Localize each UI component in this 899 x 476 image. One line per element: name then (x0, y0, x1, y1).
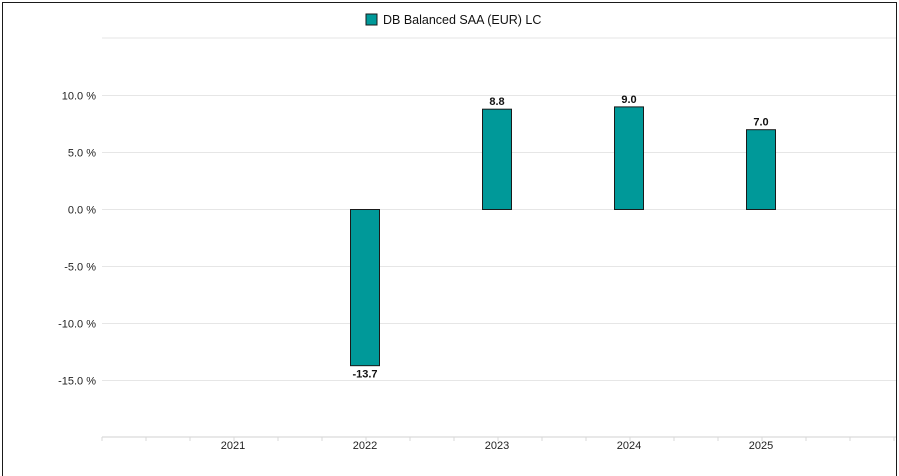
legend-swatch (365, 13, 378, 26)
x-tick-label: 2023 (485, 440, 509, 452)
data-label-2022: -13.7 (352, 369, 377, 381)
legend-label: DB Balanced SAA (EUR) LC (383, 13, 541, 27)
data-label-2025: 7.0 (753, 117, 768, 129)
bar-2024[interactable] (614, 106, 644, 210)
y-tick-label: 5.0 % (68, 148, 96, 160)
y-tick-label: -5.0 % (64, 262, 96, 274)
x-tick-label: 2022 (353, 440, 377, 452)
y-tick-label: 0.0 % (68, 205, 96, 217)
data-label-2024: 9.0 (621, 94, 636, 106)
bar-2022[interactable] (350, 209, 380, 367)
legend[interactable]: DB Balanced SAA (EUR) LC (365, 13, 541, 27)
bar-series: -13.7 8.8 9.0 7.0 (350, 94, 776, 381)
y-tick-label: 10.0 % (62, 91, 96, 103)
y-axis-ticks: 10.0 % 5.0 % 0.0 % -5.0 % -10.0 % -15.0 % (58, 91, 96, 388)
x-axis: 2021 2022 2023 2024 2025 (101, 436, 896, 452)
bar-2025[interactable] (746, 129, 776, 210)
bar-2023[interactable] (482, 108, 512, 210)
x-tick-label: 2021 (221, 440, 245, 452)
x-tick-label: 2024 (617, 440, 641, 452)
x-tick-label: 2025 (749, 440, 773, 452)
y-tick-label: -15.0 % (58, 376, 96, 388)
y-tick-label: -10.0 % (58, 319, 96, 331)
data-label-2023: 8.8 (489, 96, 504, 108)
